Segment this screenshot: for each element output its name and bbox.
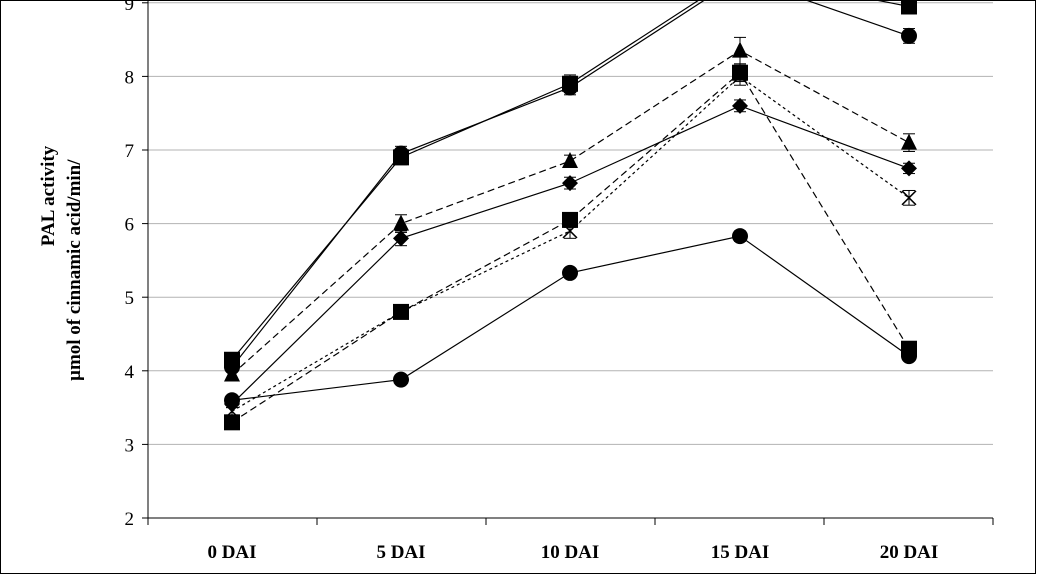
y-tick-label: 7	[125, 141, 135, 162]
marker-diamond	[393, 230, 409, 247]
marker-triangle	[732, 41, 748, 58]
marker-circle	[224, 392, 240, 409]
y-tick-label: 6	[125, 215, 135, 236]
marker-circle	[901, 348, 917, 365]
series-5	[224, 67, 917, 419]
marker-square	[393, 303, 409, 320]
marker-circle	[562, 79, 578, 96]
marker-triangle	[393, 214, 409, 231]
marker-square	[732, 64, 748, 81]
y-tick-label: 9	[125, 1, 135, 15]
series-3	[224, 36, 917, 382]
series-layer	[224, 1, 917, 431]
series-line	[231, 71, 910, 423]
series-6	[224, 63, 917, 431]
marker-diamond	[562, 175, 578, 192]
marker-diamond	[901, 160, 917, 177]
marker-triangle	[901, 133, 917, 150]
x-category-label: 15 DAI	[711, 542, 770, 563]
marker-x	[901, 190, 917, 206]
y-tick-label: 4	[125, 362, 135, 383]
series-line	[231, 105, 910, 405]
y-axis-label-line2: µmol of cinnamic acid/min/	[64, 159, 85, 381]
x-category-label: 0 DAI	[207, 542, 256, 563]
x-category-label: 10 DAI	[541, 542, 600, 563]
y-tick-label: 8	[125, 67, 135, 88]
y-tick-label: 2	[125, 509, 135, 530]
series-4	[224, 97, 917, 412]
series-line	[231, 75, 910, 412]
marker-circle	[393, 371, 409, 388]
marker-triangle	[224, 365, 240, 382]
marker-circle	[732, 228, 748, 245]
y-tick-label: 3	[125, 435, 135, 456]
marker-square	[562, 211, 578, 228]
axes: 2 3 4 5 6 7 8 9 0 DAI 5 DAI 10 DAI 15 DAI 20 DAI	[125, 1, 994, 563]
y-axis-label-line1: PAL activity	[38, 145, 59, 247]
x-category-label: 20 DAI	[880, 542, 939, 563]
x-category-label: 5 DAI	[376, 542, 425, 563]
marker-triangle	[562, 152, 578, 169]
marker-circle	[393, 145, 409, 162]
marker-square	[901, 1, 917, 15]
series-7	[224, 228, 917, 409]
series-line	[231, 235, 910, 401]
series-line	[231, 49, 910, 375]
y-tick-label: 5	[125, 288, 135, 309]
marker-circle	[562, 264, 578, 281]
marker-diamond	[732, 97, 748, 114]
marker-square	[224, 414, 240, 431]
marker-circle	[901, 27, 917, 44]
